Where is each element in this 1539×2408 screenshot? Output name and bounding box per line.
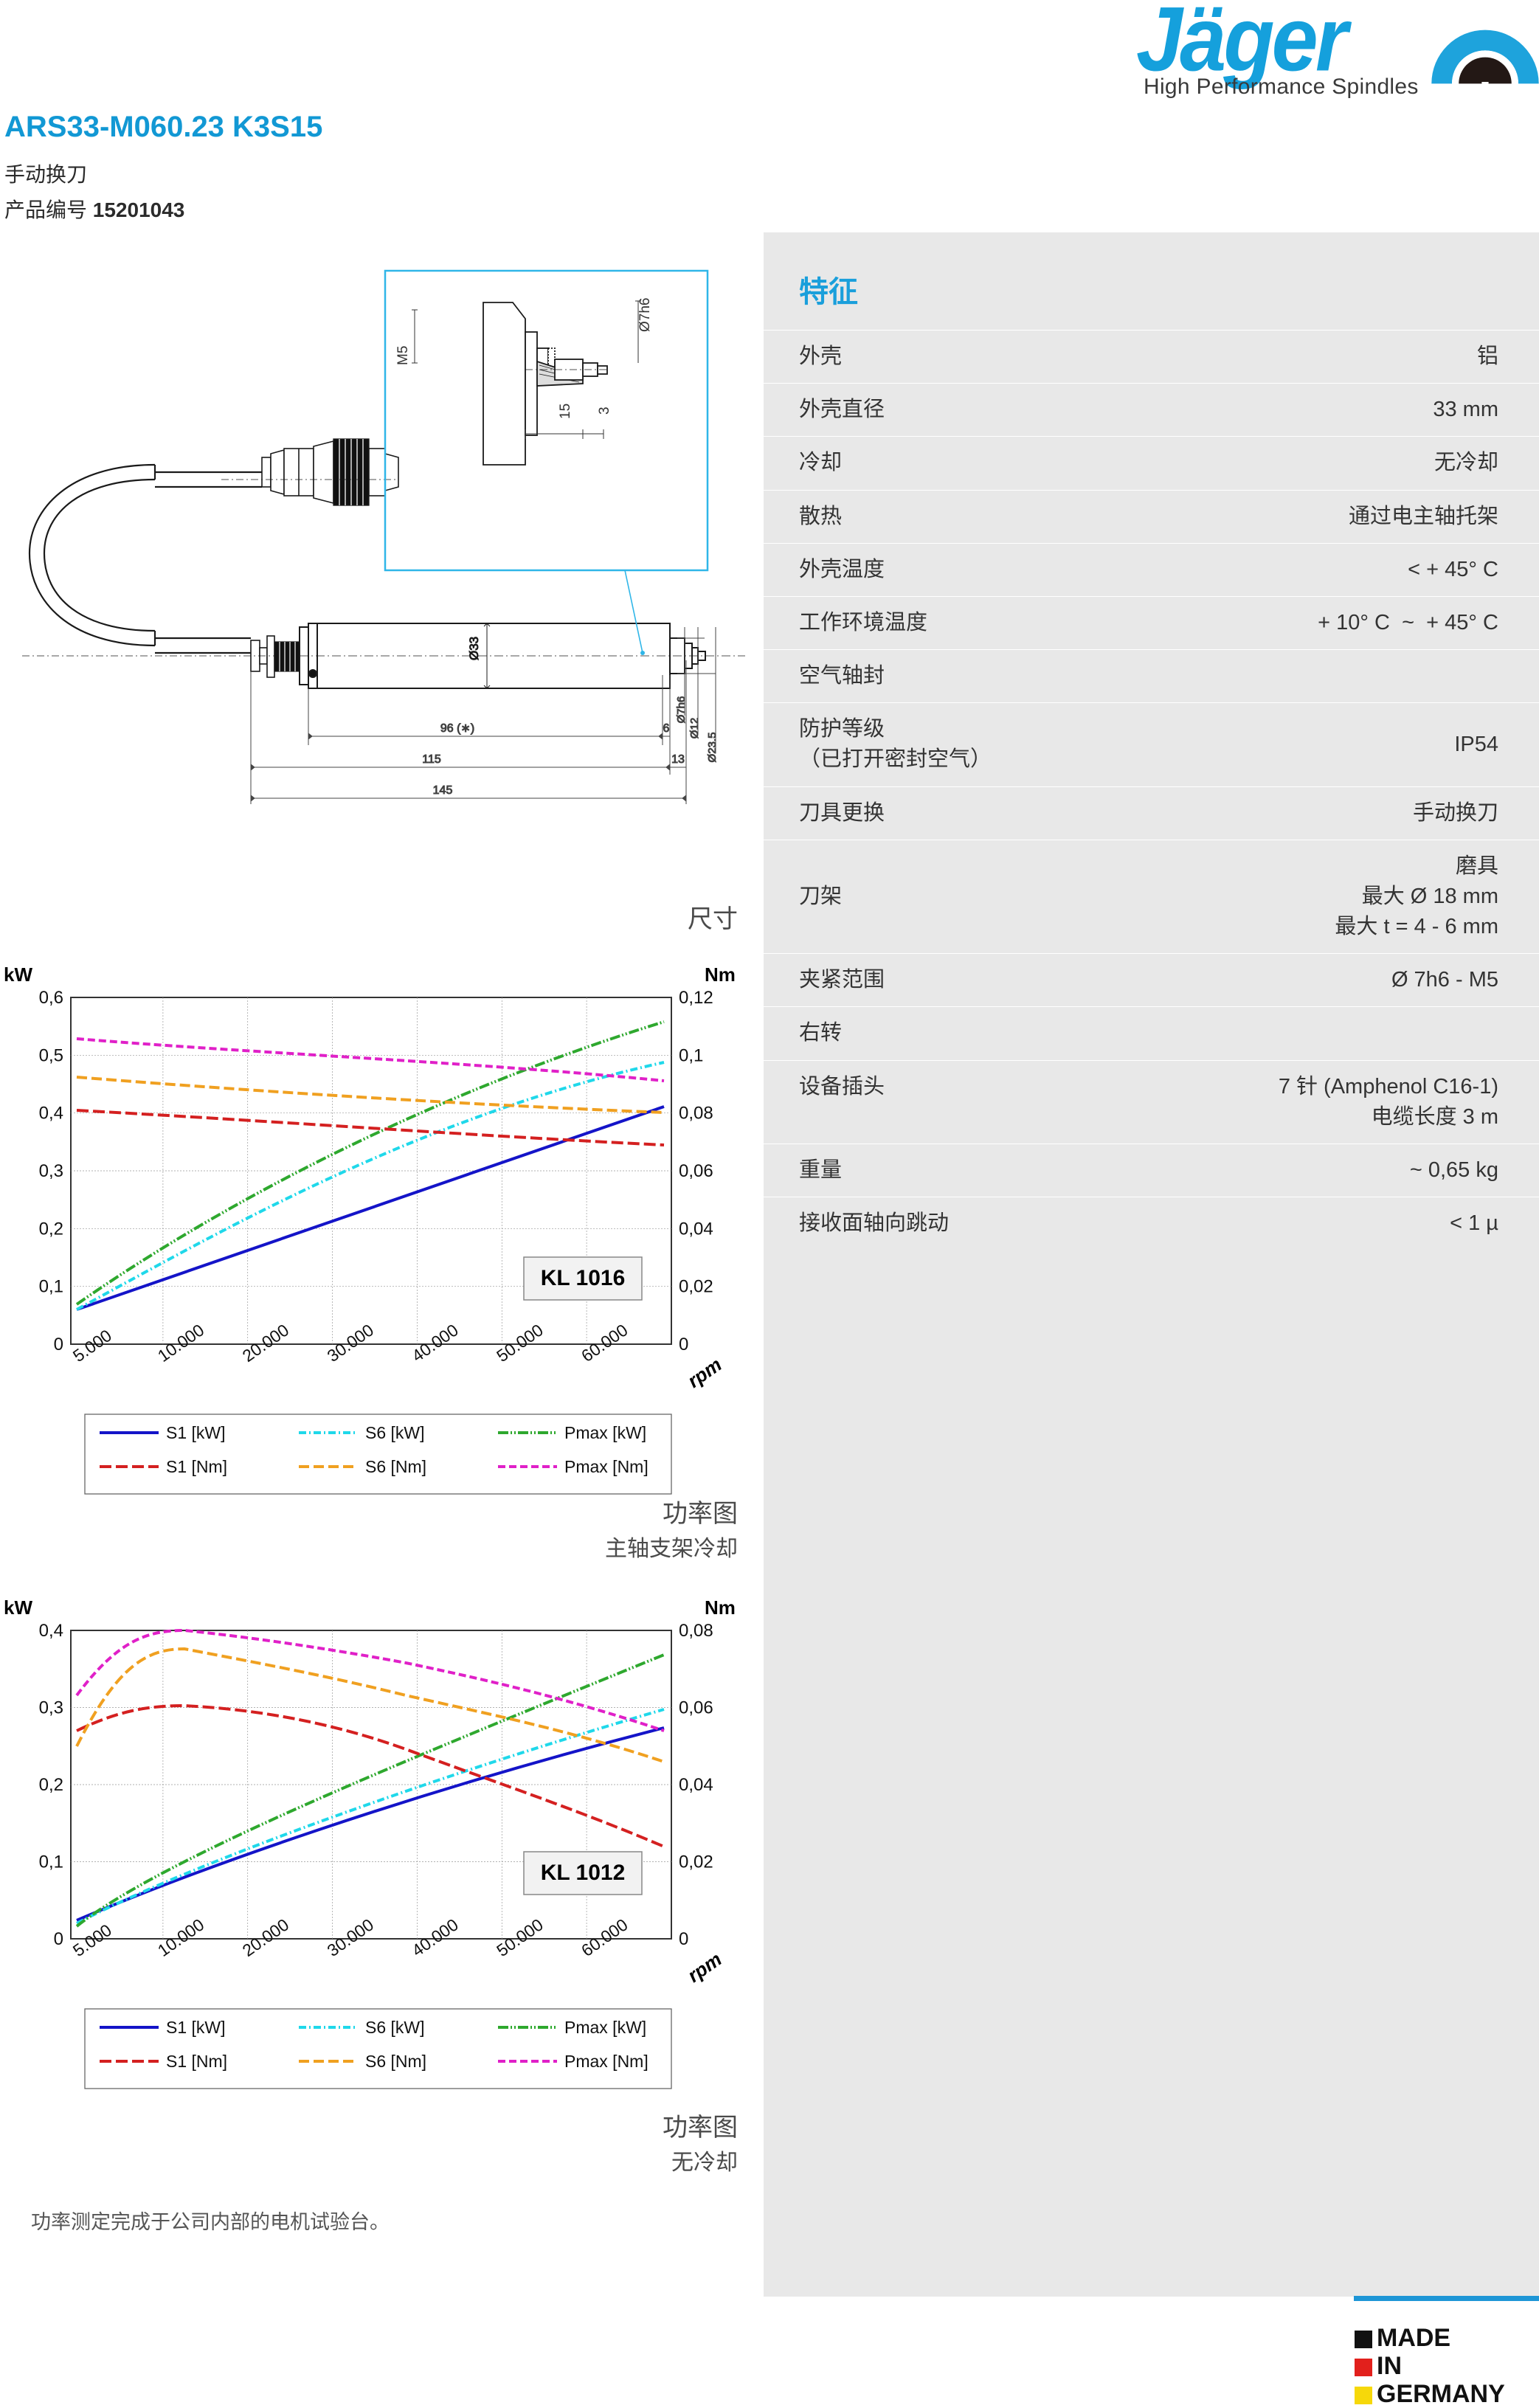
- svg-text:0,04: 0,04: [679, 1775, 713, 1795]
- svg-text:0,06: 0,06: [679, 1698, 713, 1718]
- svg-text:60.000: 60.000: [578, 1914, 632, 1960]
- svg-text:0: 0: [679, 1335, 688, 1354]
- svg-text:Nm: Nm: [705, 963, 736, 986]
- svg-text:S6 [kW]: S6 [kW]: [365, 2018, 425, 2037]
- svg-text:Pmax [Nm]: Pmax [Nm]: [564, 1457, 649, 1476]
- svg-text:Pmax [Nm]: Pmax [Nm]: [564, 2052, 649, 2071]
- svg-text:40.000: 40.000: [408, 1320, 462, 1366]
- svg-text:S1 [kW]: S1 [kW]: [166, 1423, 226, 1442]
- svg-text:5.000: 5.000: [69, 1326, 115, 1366]
- svg-text:Pmax [kW]: Pmax [kW]: [564, 1423, 646, 1442]
- svg-text:6: 6: [663, 722, 670, 735]
- svg-text:10.000: 10.000: [154, 1914, 208, 1960]
- svg-text:0,1: 0,1: [39, 1277, 63, 1297]
- svg-text:S1 [kW]: S1 [kW]: [166, 2018, 226, 2037]
- svg-text:145: 145: [433, 784, 453, 797]
- svg-text:13: 13: [671, 753, 685, 766]
- svg-text:Ø23.5: Ø23.5: [706, 733, 719, 763]
- svg-text:0,12: 0,12: [679, 988, 713, 1008]
- svg-text:0,2: 0,2: [39, 1219, 63, 1239]
- svg-text:40.000: 40.000: [408, 1914, 462, 1960]
- svg-text:0,04: 0,04: [679, 1219, 713, 1239]
- svg-text:5.000: 5.000: [69, 1920, 115, 1960]
- svg-text:10.000: 10.000: [154, 1320, 208, 1366]
- svg-text:0,3: 0,3: [39, 1161, 63, 1181]
- svg-text:M5: M5: [395, 346, 411, 365]
- svg-text:rpm: rpm: [683, 1948, 725, 1987]
- svg-text:60.000: 60.000: [578, 1320, 632, 1366]
- svg-text:50.000: 50.000: [493, 1914, 547, 1960]
- svg-text:kW: kW: [4, 963, 32, 986]
- svg-text:0,4: 0,4: [39, 1621, 63, 1641]
- svg-text:0,2: 0,2: [39, 1775, 63, 1795]
- svg-text:KL 1016: KL 1016: [541, 1266, 626, 1290]
- svg-text:Ø7h6: Ø7h6: [637, 298, 653, 332]
- svg-text:S6 [kW]: S6 [kW]: [365, 1423, 425, 1442]
- svg-text:Ø33: Ø33: [467, 637, 481, 660]
- svg-text:Nm: Nm: [705, 1596, 736, 1619]
- svg-text:0: 0: [54, 1335, 63, 1354]
- svg-text:3: 3: [597, 406, 612, 415]
- svg-text:15: 15: [558, 404, 573, 419]
- svg-text:0: 0: [679, 1929, 688, 1949]
- svg-text:rpm: rpm: [683, 1353, 725, 1392]
- svg-text:S1 [Nm]: S1 [Nm]: [166, 1457, 227, 1476]
- svg-text:Ø12: Ø12: [688, 718, 701, 738]
- svg-text:S6 [Nm]: S6 [Nm]: [365, 1457, 426, 1476]
- svg-text:115: 115: [422, 753, 441, 766]
- svg-text:30.000: 30.000: [324, 1320, 378, 1366]
- svg-text:30.000: 30.000: [324, 1914, 378, 1960]
- svg-text:0: 0: [54, 1929, 63, 1949]
- svg-text:50.000: 50.000: [493, 1320, 547, 1366]
- svg-text:Ø7h6: Ø7h6: [675, 696, 688, 724]
- svg-text:Pmax [kW]: Pmax [kW]: [564, 2018, 646, 2037]
- svg-text:0,06: 0,06: [679, 1161, 713, 1181]
- svg-text:0,3: 0,3: [39, 1698, 63, 1718]
- svg-text:0,08: 0,08: [679, 1104, 713, 1124]
- svg-text:0,6: 0,6: [39, 988, 63, 1008]
- svg-text:0,5: 0,5: [39, 1045, 63, 1065]
- svg-text:S6 [Nm]: S6 [Nm]: [365, 2052, 426, 2071]
- svg-text:S1 [Nm]: S1 [Nm]: [166, 2052, 227, 2071]
- svg-text:20.000: 20.000: [239, 1320, 293, 1366]
- svg-text:0,1: 0,1: [679, 1045, 703, 1065]
- svg-text:0,4: 0,4: [39, 1104, 63, 1124]
- svg-text:20.000: 20.000: [239, 1914, 293, 1960]
- svg-text:0,1: 0,1: [39, 1852, 63, 1872]
- svg-text:96 (∗): 96 (∗): [440, 722, 474, 735]
- svg-text:0,08: 0,08: [679, 1621, 713, 1641]
- svg-text:0,02: 0,02: [679, 1852, 713, 1872]
- svg-text:kW: kW: [4, 1596, 32, 1619]
- svg-text:0,02: 0,02: [679, 1277, 713, 1297]
- svg-text:KL 1012: KL 1012: [541, 1861, 626, 1885]
